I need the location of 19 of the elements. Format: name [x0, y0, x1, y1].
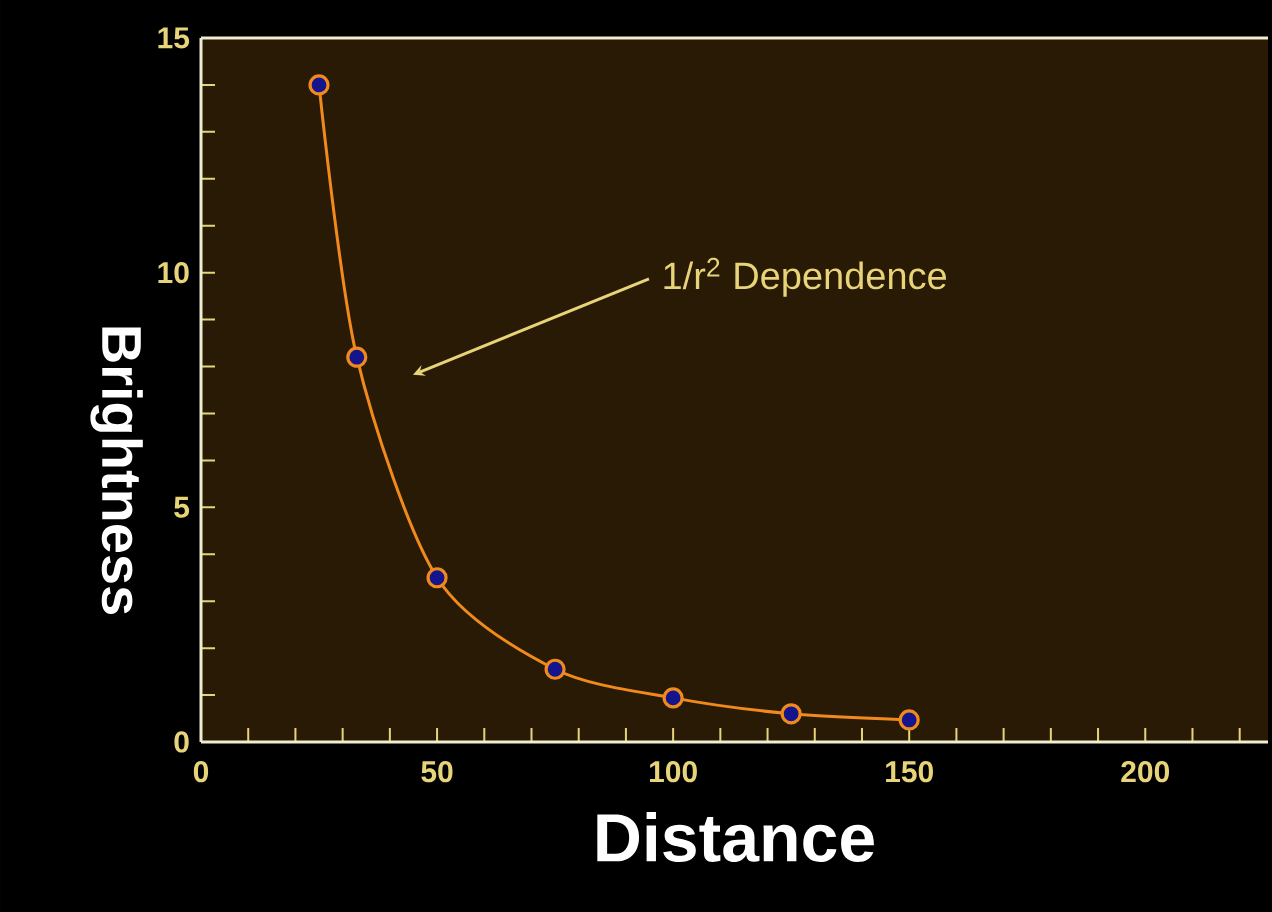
x-tick-label: 200 [1121, 761, 1170, 783]
x-tick-label: 50 [421, 761, 453, 783]
x-axis-title: Distance [597, 812, 874, 862]
point [898, 709, 920, 731]
point [780, 703, 802, 725]
x-tick-label: 150 [886, 761, 933, 783]
y-tick-label: 5 [174, 496, 190, 518]
y-tick-label: 10 [158, 262, 189, 284]
annotation: 1/r$^{2}$ Dependence [664, 257, 947, 297]
point [346, 346, 368, 368]
y-axis-title: Brightness [90, 327, 143, 614]
point [662, 687, 684, 709]
x-tick-label: 0 [193, 761, 209, 783]
point [308, 74, 330, 96]
y-tick-label: 0 [174, 731, 189, 753]
point [426, 567, 448, 589]
x-tick-label: 100 [649, 761, 697, 783]
y-tick-label: 15 [158, 27, 190, 49]
point [544, 658, 566, 680]
